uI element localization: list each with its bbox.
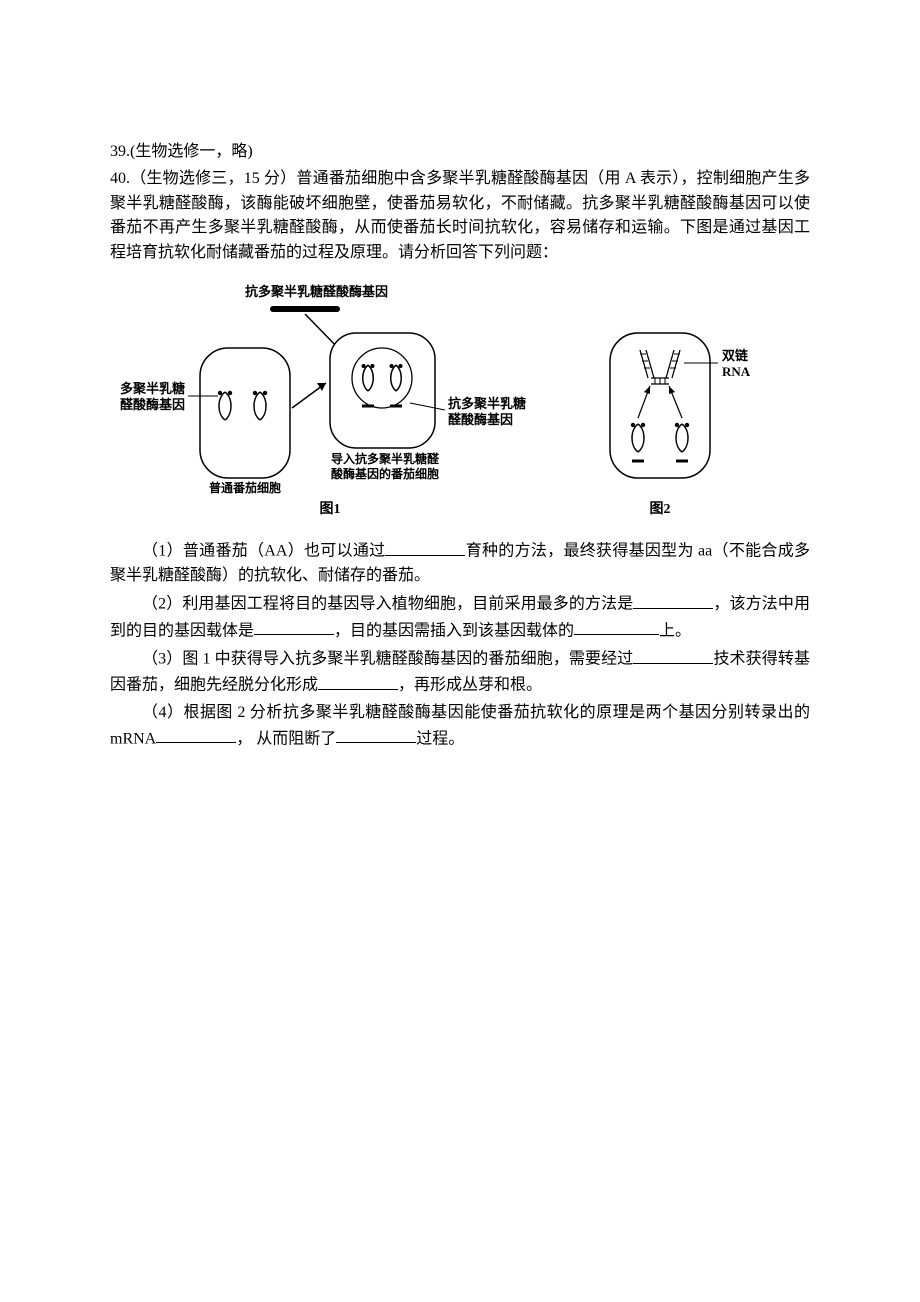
blank-6[interactable] [318,672,398,690]
cell-3 [610,333,710,478]
blank-7[interactable] [156,726,236,744]
label-anti-gene: 抗多聚半乳糖醛酸酶基因 [245,284,388,299]
blank-4[interactable] [574,618,659,636]
blank-1[interactable] [385,538,465,556]
blank-2[interactable] [633,591,713,609]
diagram-svg: 抗多聚半乳糖醛酸酶基因 多聚半乳糖 醛酸酶基因 普通番茄细胞 [110,278,810,528]
label-poly-gene-l2: 醛酸酶基因 [120,397,185,412]
q4-b: ， 从而阻断了 [236,730,336,747]
q39-line: 39.(生物选修一，略) [110,140,810,165]
label-dsrna-l2: RNA [722,364,751,379]
q2-a: （2）利用基因工程将目的基因导入植物细胞，目前采用最多的方法是 [142,596,633,613]
anti-gene-bar [270,306,340,312]
q4: （4）根据图 2 分析抗多聚半乳糖醛酸酶基因能使番茄抗软化的原理是两个基因分别转… [110,701,810,752]
q3: （3）图 1 中获得导入抗多聚半乳糖醛酸酶基因的番茄细胞，需要经过技术获得转基因… [110,646,810,699]
diagram-area: 抗多聚半乳糖醛酸酶基因 多聚半乳糖 醛酸酶基因 普通番茄细胞 [110,278,810,528]
label-anti-right-l1: 抗多聚半乳糖 [448,396,526,411]
fig1-caption: 图1 [320,501,341,517]
label-anti-right-l2: 醛酸酶基因 [448,412,513,427]
q4-c: 过程。 [416,730,464,747]
questions-block: （1）普通番茄（AA）也可以通过育种的方法，最终获得基因型为 aa（不能合成多聚… [110,538,810,752]
arrowhead-2 [317,383,326,391]
blank-3[interactable] [254,618,334,636]
q40-lead-paragraph: 40.（生物选修三，15 分）普通番茄细胞中含多聚半乳糖醛酸酶基因（用 A 表示… [110,167,810,266]
blank-5[interactable] [633,646,713,664]
label-normal-cell: 普通番茄细胞 [209,480,281,495]
q3-a: （3）图 1 中获得导入抗多聚半乳糖醛酸酶基因的番茄细胞，需要经过 [142,651,633,668]
q1: （1）普通番茄（AA）也可以通过育种的方法，最终获得基因型为 aa（不能合成多聚… [110,538,810,589]
label-poly-gene-l1: 多聚半乳糖 [120,381,185,396]
label-inserted-l2: 酸酶基因的番茄细胞 [331,466,439,481]
label-inserted-l1: 导入抗多聚半乳糖醛 [331,451,440,466]
q3-c: ，再形成丛芽和根。 [398,677,542,694]
blank-8[interactable] [336,726,416,744]
fig2-caption: 图2 [650,501,671,517]
cell-2 [330,333,435,448]
q2-d: 上。 [659,622,691,639]
q2: （2）利用基因工程将目的基因导入植物细胞，目前采用最多的方法是，该方法中用到的目… [110,591,810,644]
cell-1 [200,348,290,478]
q1-a: （1）普通番茄（AA）也可以通过 [142,543,385,560]
label-dsrna-l1: 双链 [722,348,749,363]
q2-c: ，目的基因需插入到该基因载体的 [334,622,574,639]
